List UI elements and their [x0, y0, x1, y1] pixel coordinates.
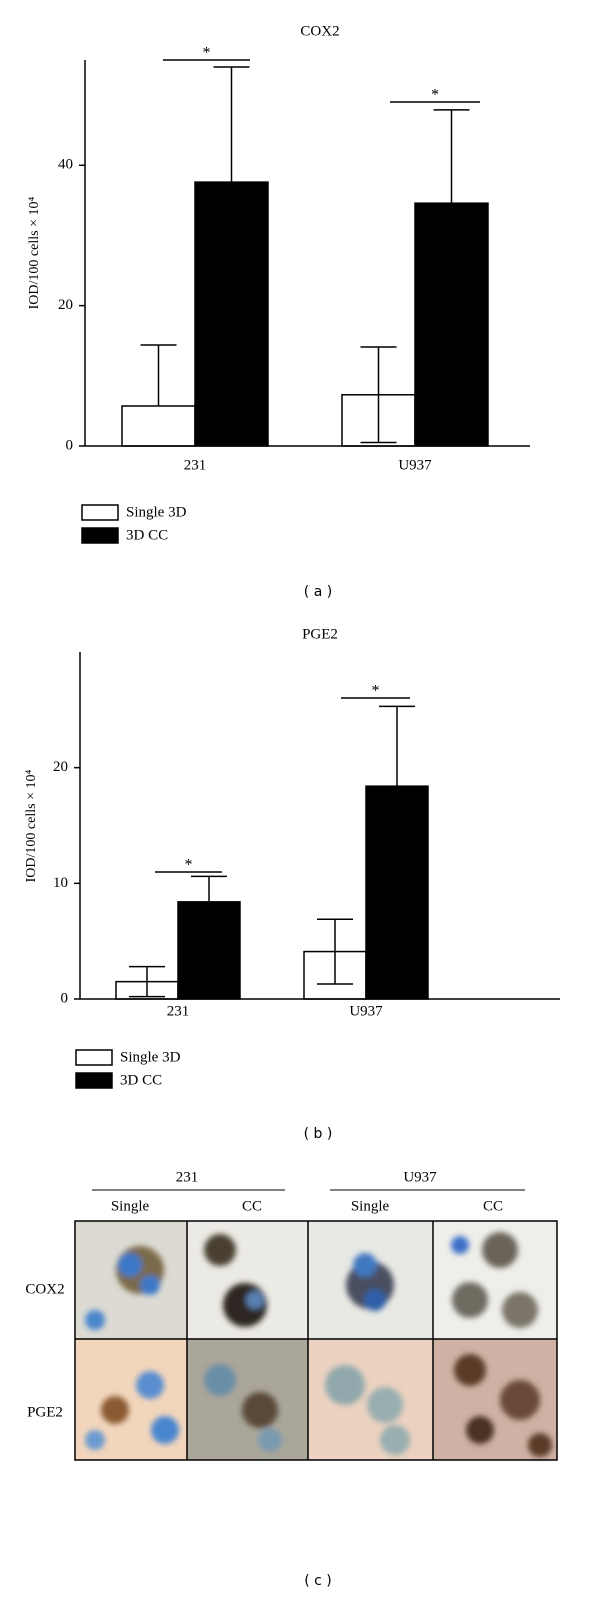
y-tick-label: 20	[58, 297, 73, 313]
legend-swatch	[81, 527, 119, 544]
panel-label: ( b )	[304, 1126, 333, 1142]
grid-border	[74, 1220, 558, 1461]
column-title: CC	[483, 1198, 503, 1214]
micrograph-grid: 231 U937 Single CC Single CC COX2 PGE2	[25, 1169, 558, 1461]
panel-label: ( a )	[304, 584, 332, 600]
legend-label: Single 3D	[126, 504, 187, 520]
bar	[414, 202, 489, 447]
legend-label: 3D CC	[120, 1072, 162, 1088]
y-tick-label: 20	[53, 759, 68, 775]
y-tick-label: 40	[58, 157, 73, 173]
group-title: U937	[403, 1169, 437, 1185]
group-title: 231	[176, 1169, 199, 1185]
x-tick-label: U937	[349, 1003, 383, 1019]
bar	[303, 950, 367, 1000]
bar	[365, 785, 429, 1000]
bar	[194, 181, 269, 447]
column-title: Single	[111, 1198, 150, 1214]
column-title: Single	[351, 1198, 390, 1214]
legend-swatch	[81, 504, 119, 521]
legend-swatch	[75, 1049, 113, 1066]
x-tick-label: U937	[398, 457, 432, 473]
panel-label: ( c )	[304, 1573, 332, 1589]
bar	[115, 980, 179, 1000]
significance-mark: *	[431, 87, 439, 104]
bar	[177, 901, 241, 1000]
significance-mark: *	[203, 45, 211, 62]
y-tick-label: 10	[53, 875, 68, 891]
significance-mark: *	[372, 683, 380, 700]
legend-label: Single 3D	[120, 1049, 181, 1065]
significance-mark: *	[185, 857, 193, 874]
bar	[121, 405, 196, 447]
cells	[85, 1232, 552, 1457]
bar	[341, 394, 416, 447]
y-axis-label: IOD/100 cells × 10⁴	[27, 197, 42, 310]
x-tick-label: 231	[167, 1003, 190, 1019]
x-tick-label: 231	[184, 457, 207, 473]
chart-title: COX2	[300, 23, 339, 39]
y-axis-label: IOD/100 cells × 10⁴	[24, 770, 39, 883]
row-title: PGE2	[27, 1404, 63, 1420]
legend-swatch	[75, 1072, 113, 1089]
y-tick-label: 0	[61, 990, 69, 1006]
chart-title: PGE2	[302, 626, 338, 642]
row-title: COX2	[25, 1281, 64, 1297]
legend-label: 3D CC	[126, 527, 168, 543]
y-tick-label: 0	[66, 437, 74, 453]
column-title: CC	[242, 1198, 262, 1214]
